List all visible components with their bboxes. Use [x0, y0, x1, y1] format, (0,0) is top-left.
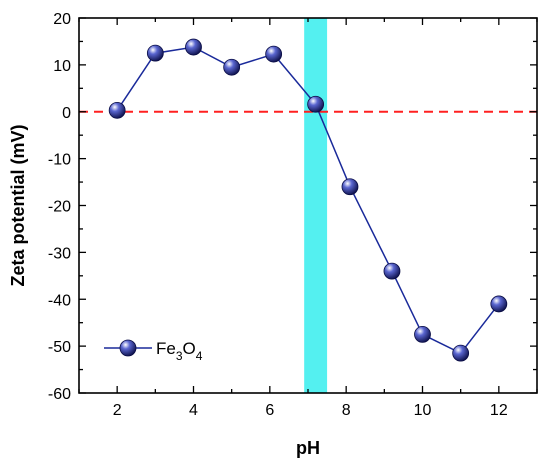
data-point	[185, 38, 202, 56]
x-tick-label: 2	[113, 402, 122, 419]
y-tick-label: -40	[48, 292, 71, 309]
x-axis-title: pH	[296, 438, 320, 458]
legend-marker	[119, 339, 137, 357]
data-point	[307, 95, 325, 113]
y-tick-label: 20	[53, 11, 71, 28]
x-tick-label: 8	[342, 402, 351, 419]
data-point	[265, 45, 283, 63]
y-axis-title: Zeta potential (mV)	[8, 124, 28, 286]
x-tick-label: 6	[265, 402, 274, 419]
data-point	[452, 344, 470, 362]
x-tick-label: 12	[490, 402, 508, 419]
legend: Fe3O4	[104, 339, 203, 363]
legend-label-part: Fe	[156, 339, 176, 358]
data-point	[341, 178, 359, 196]
y-tick-label: -60	[48, 386, 71, 403]
data-point	[146, 44, 164, 62]
x-tick-label: 10	[414, 402, 432, 419]
y-tick-label: -30	[48, 245, 71, 262]
data-point	[223, 58, 241, 76]
legend-label: Fe3O4	[156, 339, 203, 363]
legend-label-subscript: 4	[196, 349, 203, 363]
legend-label-subscript: 3	[176, 349, 183, 363]
data-point	[414, 326, 431, 343]
y-tick-label: 10	[53, 58, 71, 75]
data-point	[490, 295, 508, 313]
legend-label-part: O	[183, 339, 196, 358]
y-tick-label: -20	[48, 199, 71, 216]
x-tick-label: 4	[189, 402, 198, 419]
y-tick-label: -50	[48, 339, 71, 356]
data-point	[108, 101, 126, 119]
highlight-band	[304, 18, 328, 393]
data-point	[383, 262, 401, 280]
y-tick-label: -10	[48, 152, 71, 169]
y-tick-label: 0	[62, 105, 71, 122]
